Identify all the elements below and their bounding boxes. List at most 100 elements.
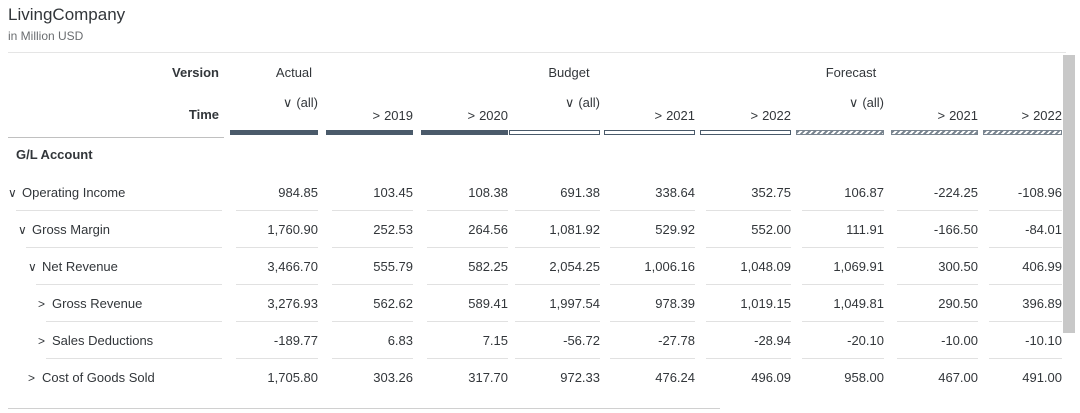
vertical-scrollbar[interactable] bbox=[1063, 55, 1075, 333]
data-cell[interactable]: 552.00 bbox=[751, 222, 791, 237]
data-cell[interactable]: 1,006.16 bbox=[644, 259, 695, 274]
row-divider bbox=[610, 321, 695, 322]
chevron-right-icon[interactable]: > bbox=[372, 108, 381, 123]
account-label: Operating Income bbox=[22, 185, 126, 200]
row-divider bbox=[989, 321, 1062, 322]
data-cell[interactable]: -166.50 bbox=[933, 222, 978, 237]
chevron-right-icon[interactable]: > bbox=[467, 108, 476, 123]
data-cell[interactable]: -108.96 bbox=[1017, 185, 1062, 200]
chevron-down-icon[interactable]: ∨ bbox=[18, 222, 27, 237]
data-cell[interactable]: 252.53 bbox=[373, 222, 413, 237]
data-cell[interactable]: 352.75 bbox=[751, 185, 791, 200]
chevron-right-icon[interactable]: > bbox=[654, 108, 663, 123]
version-dimension-label[interactable]: Version bbox=[172, 65, 219, 80]
row-divider bbox=[427, 321, 508, 322]
data-cell[interactable]: -28.94 bbox=[754, 333, 791, 348]
time-header-forecast-all[interactable]: ∨ (all) bbox=[796, 95, 884, 111]
time-header-forecast-2021[interactable]: >2021 bbox=[891, 108, 978, 123]
data-cell[interactable]: 562.62 bbox=[373, 296, 413, 311]
data-cell[interactable]: -10.00 bbox=[941, 333, 978, 348]
row-divider bbox=[515, 358, 600, 359]
data-cell[interactable]: 3,466.70 bbox=[267, 259, 318, 274]
data-cell[interactable]: 555.79 bbox=[373, 259, 413, 274]
data-cell[interactable]: 290.50 bbox=[938, 296, 978, 311]
data-cell[interactable]: -10.10 bbox=[1025, 333, 1062, 348]
version-header-forecast[interactable]: Forecast bbox=[825, 65, 877, 80]
data-cell[interactable]: 1,048.09 bbox=[740, 259, 791, 274]
row-divider bbox=[802, 321, 884, 322]
chevron-right-icon[interactable]: > bbox=[28, 370, 36, 385]
row-divider bbox=[802, 210, 884, 211]
version-header-budget[interactable]: Budget bbox=[548, 65, 590, 80]
data-cell[interactable]: 496.09 bbox=[751, 370, 791, 385]
data-cell[interactable]: 691.38 bbox=[560, 185, 600, 200]
row-header-account[interactable]: > Cost of Goods Sold bbox=[28, 359, 155, 396]
time-dimension-label[interactable]: Time bbox=[188, 107, 219, 122]
data-cell[interactable]: -189.77 bbox=[273, 333, 318, 348]
chevron-right-icon[interactable]: > bbox=[750, 108, 759, 123]
row-header-account[interactable]: > Gross Revenue bbox=[38, 285, 142, 322]
data-cell[interactable]: -56.72 bbox=[563, 333, 600, 348]
data-cell[interactable]: 264.56 bbox=[468, 222, 508, 237]
data-cell[interactable]: 108.38 bbox=[468, 185, 508, 200]
data-cell[interactable]: 972.33 bbox=[560, 370, 600, 385]
row-header-account[interactable]: ∨ Operating Income bbox=[8, 174, 125, 211]
data-cell[interactable]: 300.50 bbox=[938, 259, 978, 274]
data-cell[interactable]: 984.85 bbox=[278, 185, 318, 200]
data-cell[interactable]: -84.01 bbox=[1025, 222, 1062, 237]
chevron-down-icon[interactable]: ∨ bbox=[848, 95, 859, 110]
data-cell[interactable]: 3,276.93 bbox=[267, 296, 318, 311]
data-cell[interactable]: 1,049.81 bbox=[833, 296, 884, 311]
time-label: 2021 bbox=[666, 108, 695, 123]
row-divider bbox=[897, 210, 978, 211]
data-cell[interactable]: 1,760.90 bbox=[267, 222, 318, 237]
chevron-down-icon[interactable]: ∨ bbox=[282, 95, 293, 110]
row-header-account[interactable]: ∨ Gross Margin bbox=[18, 211, 110, 248]
row-header-account[interactable]: > Sales Deductions bbox=[38, 322, 153, 359]
data-cell[interactable]: 1,019.15 bbox=[740, 296, 791, 311]
data-cell[interactable]: 1,081.92 bbox=[549, 222, 600, 237]
time-header-forecast-2022[interactable]: >2022 bbox=[983, 108, 1062, 123]
data-cell[interactable]: 491.00 bbox=[1022, 370, 1062, 385]
version-header-actual[interactable]: Actual bbox=[275, 65, 313, 80]
time-header-budget-2021[interactable]: >2021 bbox=[604, 108, 695, 123]
data-cell[interactable]: 1,705.80 bbox=[267, 370, 318, 385]
data-cell[interactable]: 958.00 bbox=[844, 370, 884, 385]
data-cell[interactable]: 303.26 bbox=[373, 370, 413, 385]
data-cell[interactable]: 7.15 bbox=[482, 333, 508, 348]
data-cell[interactable]: 978.39 bbox=[655, 296, 695, 311]
gl-account-dimension-label[interactable]: G/L Account bbox=[16, 147, 93, 162]
data-cell[interactable]: 406.99 bbox=[1022, 259, 1062, 274]
data-cell[interactable]: 582.25 bbox=[468, 259, 508, 274]
chevron-right-icon[interactable]: > bbox=[38, 333, 46, 348]
data-cell[interactable]: 317.70 bbox=[468, 370, 508, 385]
time-header-actual-all[interactable]: ∨ (all) bbox=[230, 95, 318, 111]
data-cell[interactable]: 6.83 bbox=[387, 333, 413, 348]
data-cell[interactable]: 2,054.25 bbox=[549, 259, 600, 274]
data-cell[interactable]: 396.89 bbox=[1022, 296, 1062, 311]
row-header-account[interactable]: ∨ Net Revenue bbox=[28, 248, 118, 285]
data-cell[interactable]: -224.25 bbox=[933, 185, 978, 200]
data-cell[interactable]: 589.41 bbox=[468, 296, 508, 311]
chevron-right-icon[interactable]: > bbox=[937, 108, 946, 123]
time-header-actual-2019[interactable]: >2019 bbox=[326, 108, 413, 123]
data-cell[interactable]: -20.10 bbox=[847, 333, 884, 348]
data-cell[interactable]: 111.91 bbox=[846, 222, 884, 237]
data-cell[interactable]: 1,069.91 bbox=[833, 259, 884, 274]
data-cell[interactable]: -27.78 bbox=[658, 333, 695, 348]
data-cell[interactable]: 1,997.54 bbox=[549, 296, 600, 311]
time-header-budget-2022[interactable]: >2022 bbox=[700, 108, 791, 123]
data-cell[interactable]: 103.45 bbox=[373, 185, 413, 200]
data-cell[interactable]: 106.87 bbox=[844, 185, 884, 200]
chevron-down-icon[interactable]: ∨ bbox=[564, 95, 575, 110]
data-cell[interactable]: 476.24 bbox=[655, 370, 695, 385]
chevron-right-icon[interactable]: > bbox=[1021, 108, 1030, 123]
chevron-down-icon[interactable]: ∨ bbox=[8, 185, 17, 200]
data-cell[interactable]: 467.00 bbox=[938, 370, 978, 385]
time-header-budget-all[interactable]: ∨ (all) bbox=[509, 95, 600, 111]
chevron-right-icon[interactable]: > bbox=[38, 296, 46, 311]
data-cell[interactable]: 529.92 bbox=[655, 222, 695, 237]
time-header-actual-2020[interactable]: >2020 bbox=[421, 108, 508, 123]
chevron-down-icon[interactable]: ∨ bbox=[28, 259, 37, 274]
data-cell[interactable]: 338.64 bbox=[655, 185, 695, 200]
